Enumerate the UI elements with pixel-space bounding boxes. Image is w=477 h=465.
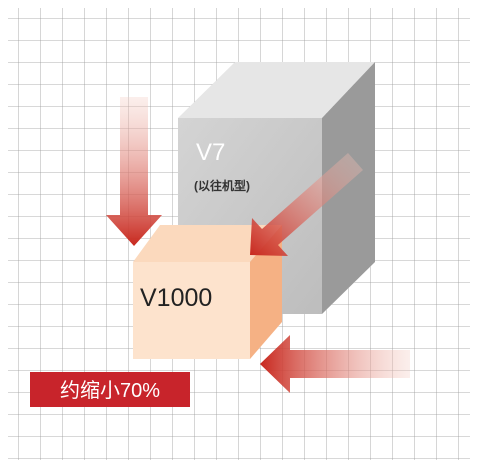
arrow-diagonal [250,153,363,256]
arrow-left [260,335,410,393]
new-box [133,225,282,359]
new-name: V1000 [140,284,212,312]
badge: 约缩小70% [60,379,160,402]
arrow-down [106,97,162,246]
badge-bg [30,372,190,407]
old-note: (以往机型) [194,178,250,193]
old-name: V7 [196,139,225,166]
